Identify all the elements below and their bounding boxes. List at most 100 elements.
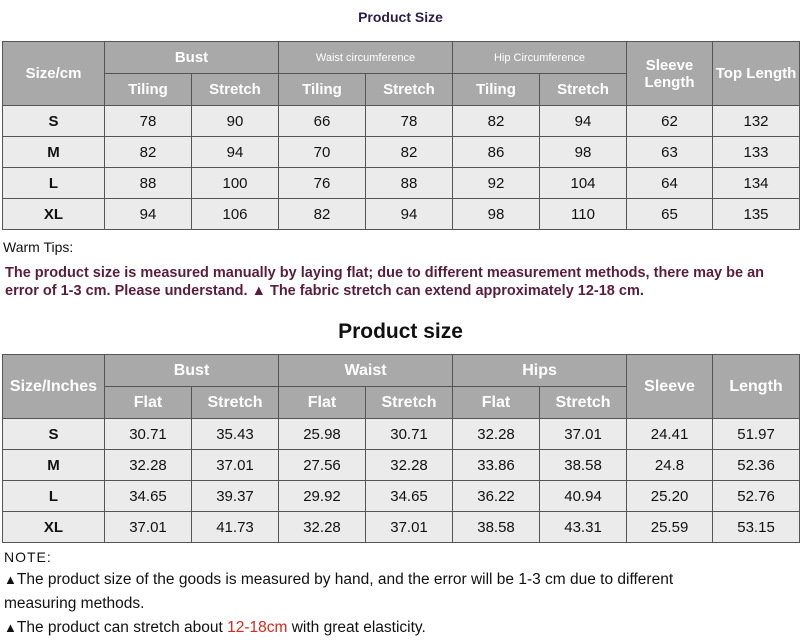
sub-header-stretch: Stretch — [539, 73, 628, 106]
table-row: M 82 94 70 82 86 98 63 133 — [2, 136, 801, 168]
triangle-icon: ▲ — [4, 572, 17, 587]
table-cell: 37.01 — [191, 449, 279, 481]
triangle-icon: ▲ — [4, 620, 17, 635]
table-cell: 82 — [452, 105, 541, 137]
waist-header: Waist circumference — [277, 41, 454, 74]
top-length-header: Top Length — [712, 41, 801, 106]
table-row: L 34.65 39.37 29.92 34.65 36.22 40.94 25… — [2, 480, 801, 512]
table-cell: 92 — [452, 167, 541, 199]
warm-tips-text: The product size is measured manually by… — [5, 265, 765, 299]
table-cell: 27.56 — [278, 449, 366, 481]
table-cell: 37.01 — [539, 418, 628, 450]
size-column-header: Size/cm — [2, 41, 105, 106]
sub-header-stretch: Stretch — [539, 386, 628, 419]
note-text: The product can stretch about — [16, 619, 228, 636]
table-cell: 94 — [104, 198, 192, 230]
table-cell: 86 — [452, 136, 541, 168]
table-cell: 62 — [626, 105, 714, 137]
table-cell: 94 — [364, 198, 454, 230]
sub-header-stretch: Stretch — [191, 73, 279, 106]
table-cell: 135 — [712, 198, 801, 230]
table-cell: 82 — [104, 136, 192, 168]
table-cell: 88 — [364, 167, 454, 199]
table-cell: 78 — [104, 105, 192, 137]
table-row: S 30.71 35.43 25.98 30.71 32.28 37.01 24… — [2, 418, 801, 450]
table-cell: 32.28 — [452, 418, 541, 450]
size-cell: XL — [2, 511, 105, 543]
sub-header-flat: Flat — [452, 386, 541, 419]
table-cell: 66 — [278, 105, 366, 137]
size-table-inches: Size/Inches Bust Waist Hips Sleeve Lengt… — [2, 354, 801, 543]
table-row: XL 94 106 82 94 98 110 65 135 — [2, 198, 801, 230]
sub-header-tiling: Tiling — [278, 73, 366, 106]
size-cell: L — [2, 167, 105, 199]
table-cell: 65 — [626, 198, 714, 230]
table-cell: 82 — [278, 198, 366, 230]
table-cell: 37.01 — [104, 511, 192, 543]
table-cell: 78 — [364, 105, 454, 137]
table-cell: 25.59 — [626, 511, 714, 543]
size-cell: S — [2, 418, 105, 450]
size-table-cm: Size/cm Bust Waist circumference Hip Cir… — [2, 41, 801, 230]
table-cell: 24.41 — [626, 418, 714, 450]
note-line-1: ▲The product size of the goods is measur… — [4, 571, 673, 589]
hip-header: Hip Circumference — [452, 41, 628, 74]
size-cell: XL — [2, 198, 105, 230]
table-cell: 30.71 — [364, 418, 454, 450]
table-cell: 52.36 — [712, 449, 801, 481]
sub-header-stretch: Stretch — [364, 386, 454, 419]
table-cell: 25.98 — [278, 418, 366, 450]
size-cell: S — [2, 105, 105, 137]
note-line-3: ▲The product can stretch about 12-18cm w… — [4, 619, 426, 637]
note-text: with great elasticity. — [287, 619, 426, 636]
table-cell: 51.97 — [712, 418, 801, 450]
table2-title: Product size — [338, 320, 463, 343]
bust-header: Bust — [104, 354, 279, 387]
table-cell: 90 — [191, 105, 279, 137]
table-cell: 29.92 — [278, 480, 366, 512]
waist-header: Waist — [277, 354, 454, 387]
table-cell: 39.37 — [191, 480, 279, 512]
size-cell: L — [2, 480, 105, 512]
sleeve-header: Sleeve — [626, 354, 714, 419]
table-cell: 43.31 — [539, 511, 628, 543]
table-cell: 30.71 — [104, 418, 192, 450]
table-cell: 37.01 — [364, 511, 454, 543]
table-cell: 88 — [104, 167, 192, 199]
sub-header-tiling: Tiling — [452, 73, 541, 106]
bust-header: Bust — [104, 41, 279, 74]
table-cell: 70 — [278, 136, 366, 168]
sub-header-flat: Flat — [104, 386, 192, 419]
table-cell: 41.73 — [191, 511, 279, 543]
sub-header-stretch: Stretch — [191, 386, 279, 419]
table-cell: 133 — [712, 136, 801, 168]
table-cell: 106 — [191, 198, 279, 230]
stretch-range-highlight: 12-18cm — [227, 619, 288, 636]
table-row: L 88 100 76 88 92 104 64 134 — [2, 167, 801, 199]
table-cell: 82 — [364, 136, 454, 168]
table-cell: 132 — [712, 105, 801, 137]
table-cell: 76 — [278, 167, 366, 199]
table-cell: 40.94 — [539, 480, 628, 512]
size-cell: M — [2, 136, 105, 168]
table-cell: 94 — [539, 105, 628, 137]
table-row: S 78 90 66 78 82 94 62 132 — [2, 105, 801, 137]
note-label: NOTE: — [4, 549, 52, 565]
sub-header-flat: Flat — [278, 386, 366, 419]
warm-tips-label: Warm Tips: — [3, 239, 74, 255]
table-cell: 34.65 — [104, 480, 192, 512]
table-cell: 34.65 — [364, 480, 454, 512]
table-cell: 36.22 — [452, 480, 541, 512]
table-cell: 38.58 — [452, 511, 541, 543]
table-cell: 38.58 — [539, 449, 628, 481]
table-cell: 24.8 — [626, 449, 714, 481]
size-column-header: Size/Inches — [2, 354, 105, 419]
table-cell: 25.20 — [626, 480, 714, 512]
length-header: Length — [712, 354, 801, 419]
table-cell: 64 — [626, 167, 714, 199]
table-cell: 110 — [539, 198, 628, 230]
sub-header-stretch: Stretch — [364, 73, 454, 106]
note-text: The product size of the goods is measure… — [16, 571, 674, 588]
table-cell: 98 — [452, 198, 541, 230]
table-cell: 32.28 — [364, 449, 454, 481]
